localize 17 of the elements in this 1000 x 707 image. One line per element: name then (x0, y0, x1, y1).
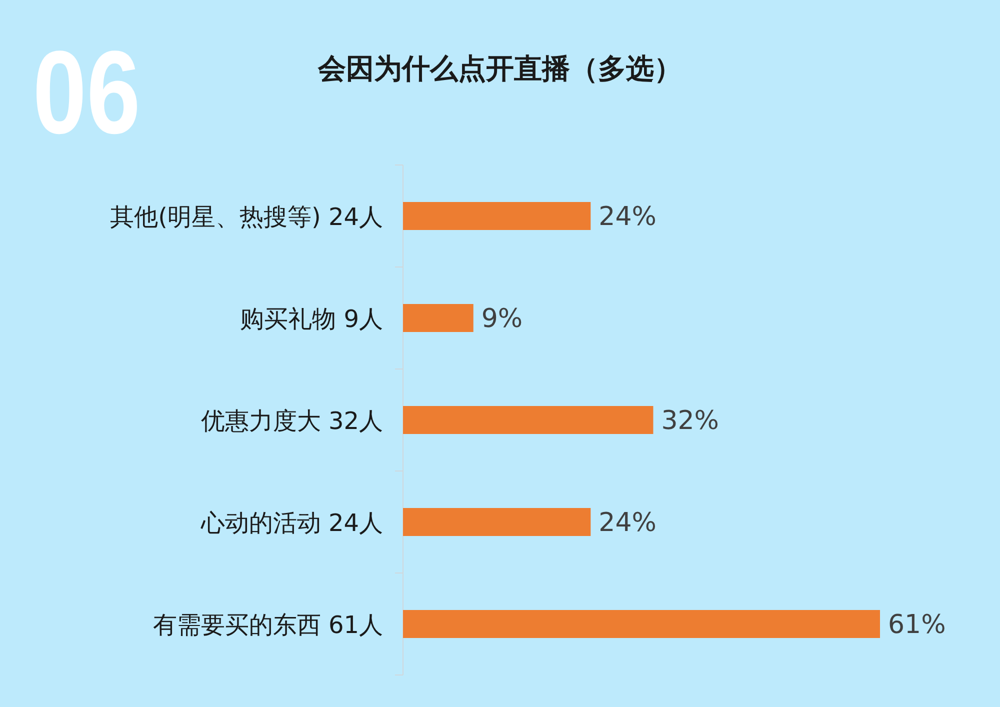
data-label: 9% (481, 304, 523, 334)
data-label: 24% (598, 508, 656, 538)
y-tick-label: 心动的活动 24人 (200, 509, 383, 537)
bar (403, 406, 654, 434)
y-tick-label: 其他(明星、热搜等) 24人 (110, 203, 383, 231)
data-label: 61% (888, 610, 946, 640)
chart-title: 会因为什么点开直播（多选） (317, 52, 682, 85)
bar (403, 610, 880, 638)
data-label: 24% (598, 202, 656, 232)
bar (403, 304, 474, 332)
bar (403, 202, 591, 230)
y-tick-label: 购买礼物 9人 (240, 305, 383, 333)
y-tick-label: 有需要买的东西 61人 (152, 611, 383, 639)
data-label: 32% (661, 406, 720, 436)
bar (403, 508, 591, 536)
annotation: 06 (32, 26, 140, 158)
y-tick-label: 优惠力度大 32人 (200, 407, 383, 435)
